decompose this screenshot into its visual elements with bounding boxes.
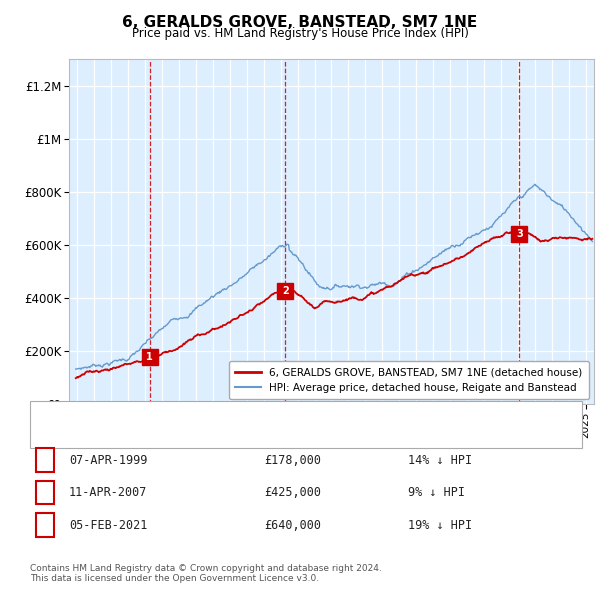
Legend: 6, GERALDS GROVE, BANSTEAD, SM7 1NE (detached house), HPI: Average price, detach: 6, GERALDS GROVE, BANSTEAD, SM7 1NE (det… xyxy=(229,361,589,399)
Text: 1: 1 xyxy=(41,454,49,467)
Text: Contains HM Land Registry data © Crown copyright and database right 2024.
This d: Contains HM Land Registry data © Crown c… xyxy=(30,563,382,583)
Text: 1: 1 xyxy=(146,352,153,362)
Text: 07-APR-1999: 07-APR-1999 xyxy=(69,454,148,467)
Text: £178,000: £178,000 xyxy=(264,454,321,467)
Text: £425,000: £425,000 xyxy=(264,486,321,499)
Text: ——  6, GERALDS GROVE, BANSTEAD, SM7 1NE (detached house): —— 6, GERALDS GROVE, BANSTEAD, SM7 1NE (… xyxy=(42,410,383,419)
Text: 05-FEB-2021: 05-FEB-2021 xyxy=(69,519,148,532)
Text: 2: 2 xyxy=(282,286,289,296)
Text: 14% ↓ HPI: 14% ↓ HPI xyxy=(408,454,472,467)
Text: 3: 3 xyxy=(41,519,49,532)
Text: 19% ↓ HPI: 19% ↓ HPI xyxy=(408,519,472,532)
Text: 3: 3 xyxy=(516,230,523,239)
Text: 2: 2 xyxy=(41,486,49,499)
Text: 9% ↓ HPI: 9% ↓ HPI xyxy=(408,486,465,499)
Text: 6, GERALDS GROVE, BANSTEAD, SM7 1NE: 6, GERALDS GROVE, BANSTEAD, SM7 1NE xyxy=(122,15,478,30)
Text: 11-APR-2007: 11-APR-2007 xyxy=(69,486,148,499)
Text: Price paid vs. HM Land Registry's House Price Index (HPI): Price paid vs. HM Land Registry's House … xyxy=(131,27,469,40)
Text: £640,000: £640,000 xyxy=(264,519,321,532)
Text: ——  HPI: Average price, detached house, Reigate and Banstead: —— HPI: Average price, detached house, R… xyxy=(42,429,377,438)
